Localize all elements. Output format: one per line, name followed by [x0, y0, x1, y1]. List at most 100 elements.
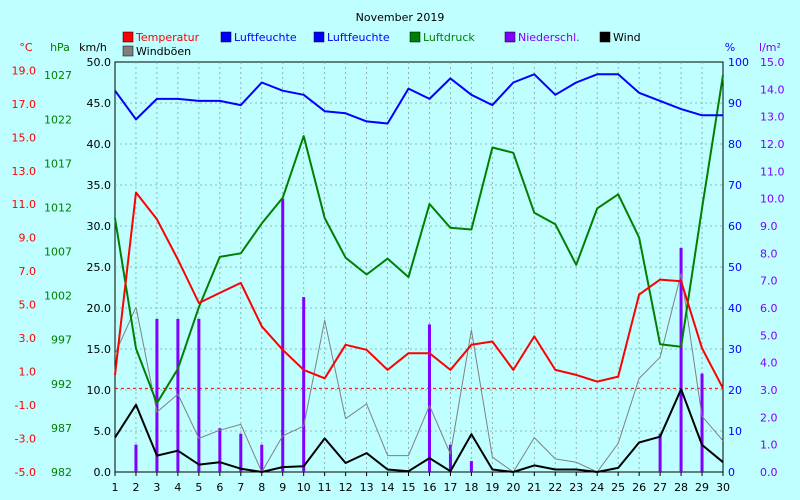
- wind-tick-label: 50.0: [87, 56, 112, 69]
- legend-swatch-humidity-1: [220, 31, 232, 43]
- pressure-tick-label: 1022: [44, 113, 72, 126]
- legend-label-precipitation: Niederschl.: [518, 31, 580, 44]
- humidity-tick-label: 40: [728, 302, 742, 315]
- axes: 1 2 3 4 5 6 7 8 9 10 11 12 13 14 15 16 17 18 19 20 21 22 23 24 2…: [12, 56, 785, 494]
- x-tick-label: 3: [153, 481, 160, 494]
- x-tick-label: 24: [590, 481, 604, 494]
- x-tick-label: 21: [527, 481, 541, 494]
- precip-tick-label: 8.0: [760, 247, 778, 260]
- x-tick-label: 15: [402, 481, 416, 494]
- pressure-tick-label: 982: [51, 466, 72, 479]
- precip-bar: [260, 444, 264, 472]
- pressure-tick-label: 1007: [44, 246, 72, 259]
- wind-tick-label: 25.0: [87, 261, 112, 274]
- precip-tick-label: 14.0: [760, 83, 785, 96]
- precip-bar: [469, 461, 473, 472]
- precip-tick-label: 15.0: [760, 56, 785, 69]
- series-line-temperature: [114, 191, 724, 389]
- precip-bar: [155, 318, 159, 472]
- series-lines: [114, 73, 724, 473]
- precip-tick-label: 10.0: [760, 193, 785, 206]
- precip-bar: [427, 324, 431, 472]
- precip-bar: [658, 433, 662, 472]
- wind-tick-label: 15.0: [87, 343, 112, 356]
- precip-tick-label: 0.0: [760, 466, 778, 479]
- pressure-tick-label: 1002: [44, 290, 72, 303]
- series-line-humidity: [114, 73, 723, 125]
- humidity-tick-label: 20: [728, 384, 742, 397]
- x-tick-label: 7: [237, 481, 244, 494]
- x-tick-label: 1: [112, 481, 119, 494]
- legend-swatch-gusts: [122, 45, 134, 57]
- x-tick-label: 9: [279, 481, 286, 494]
- x-tick-label: 6: [216, 481, 223, 494]
- temp-unit-label: °C: [19, 41, 33, 54]
- pressure-unit-label: hPa: [50, 41, 70, 54]
- temp-tick-label: -1.0: [15, 399, 36, 412]
- precip-tick-label: 2.0: [760, 411, 778, 424]
- precip-tick-label: 12.0: [760, 138, 785, 151]
- series-line-gusts: [114, 273, 724, 473]
- legend-swatch-wind: [599, 31, 611, 43]
- legend-label-humidity-1: Luftfeuchte: [234, 31, 297, 44]
- temp-tick-label: 15.0: [12, 131, 37, 144]
- pressure-tick-label: 1012: [44, 201, 72, 214]
- pressure-tick-label: 1027: [44, 69, 72, 82]
- wind-tick-label: 40.0: [87, 138, 112, 151]
- temp-tick-label: 19.0: [12, 64, 37, 77]
- x-tick-label: 4: [174, 481, 181, 494]
- legend-swatch-temperature: [122, 31, 134, 43]
- x-tick-label: 2: [132, 481, 139, 494]
- precip-tick-label: 11.0: [760, 165, 785, 178]
- humidity-unit-label: %: [725, 41, 735, 54]
- humidity-tick-label: 100: [728, 56, 749, 69]
- humidity-tick-label: 30: [728, 343, 742, 356]
- pressure-tick-label: 1017: [44, 157, 72, 170]
- precip-tick-label: 7.0: [760, 275, 778, 288]
- temp-tick-label: 3.0: [19, 332, 37, 345]
- wind-unit-label: km/h: [79, 41, 107, 54]
- legend-label-humidity-2: Luftfeuchte: [327, 31, 390, 44]
- x-tick-label: 29: [695, 481, 709, 494]
- series-line-pressure: [114, 75, 724, 405]
- precip-tick-label: 9.0: [760, 220, 778, 233]
- wind-tick-label: 45.0: [87, 97, 112, 110]
- precip-bar: [281, 198, 285, 472]
- precip-bar: [197, 318, 201, 472]
- legend-swatch-pressure: [409, 31, 421, 43]
- precip-unit-label: l/m²: [759, 41, 781, 54]
- precip-bar: [239, 433, 243, 472]
- temp-tick-label: -3.0: [15, 433, 36, 446]
- temp-tick-label: 1.0: [19, 366, 37, 379]
- temp-tick-label: 11.0: [12, 198, 37, 211]
- humidity-tick-label: 70: [728, 179, 742, 192]
- legend-swatch-humidity-2: [313, 31, 325, 43]
- precip-tick-label: 13.0: [760, 111, 785, 124]
- x-tick-label: 5: [195, 481, 202, 494]
- precip-bar: [700, 373, 704, 472]
- legend-label-wind: Wind: [613, 31, 641, 44]
- chart-title: November 2019: [356, 11, 445, 24]
- temp-tick-label: 13.0: [12, 165, 37, 178]
- legend-label-pressure: Luftdruck: [423, 31, 475, 44]
- precip-tick-label: 5.0: [760, 329, 778, 342]
- x-tick-label: 11: [318, 481, 332, 494]
- pressure-tick-label: 987: [51, 422, 72, 435]
- precip-bar: [134, 444, 138, 472]
- x-tick-label: 30: [716, 481, 730, 494]
- wind-tick-label: 35.0: [87, 179, 112, 192]
- x-tick-label: 27: [653, 481, 667, 494]
- temp-tick-label: 7.0: [19, 265, 37, 278]
- wind-tick-label: 20.0: [87, 302, 112, 315]
- wind-tick-label: 10.0: [87, 384, 112, 397]
- series-line-wind: [114, 388, 724, 473]
- x-tick-label: 25: [611, 481, 625, 494]
- humidity-tick-label: 0: [728, 466, 735, 479]
- x-tick-label: 20: [506, 481, 520, 494]
- temp-tick-label: 9.0: [19, 232, 37, 245]
- temp-tick-label: 5.0: [19, 299, 37, 312]
- precip-tick-label: 3.0: [760, 384, 778, 397]
- precip-tick-label: 6.0: [760, 302, 778, 315]
